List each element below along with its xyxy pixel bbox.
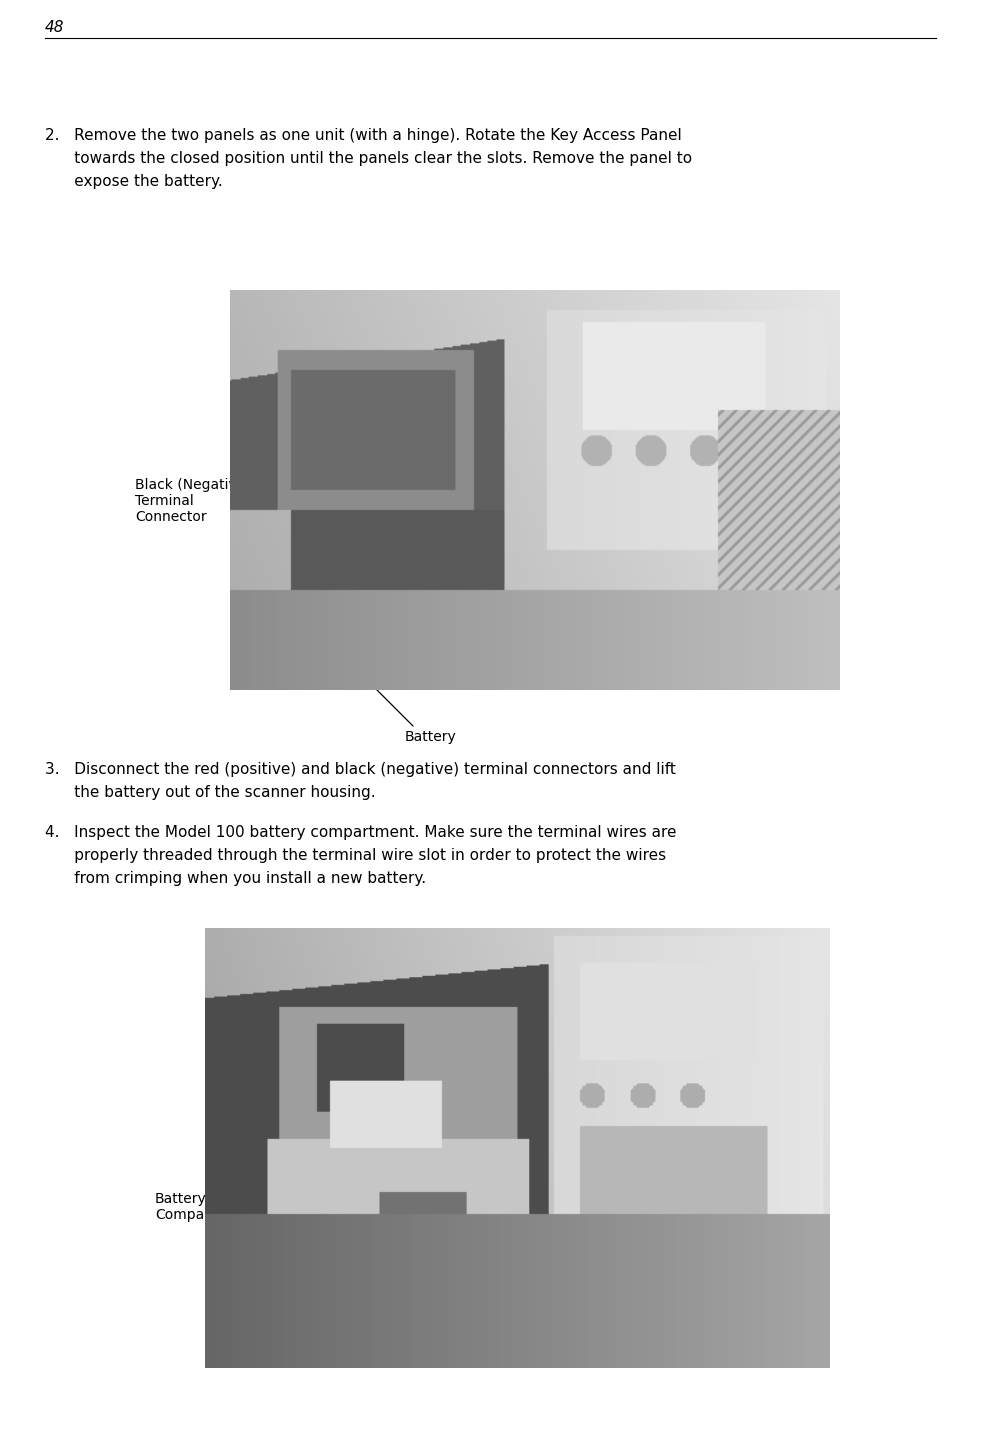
Text: Black (Negative)
Terminal
Connector: Black (Negative) Terminal Connector [135,478,250,524]
Text: properly threaded through the terminal wire slot in order to protect the wires: properly threaded through the terminal w… [45,848,666,862]
Text: 2.   Remove the two panels as one unit (with a hinge). Rotate the Key Access Pan: 2. Remove the two panels as one unit (wi… [45,128,682,142]
Text: Battery: Battery [404,730,456,743]
Text: from crimping when you install a new battery.: from crimping when you install a new bat… [45,871,426,886]
Text: the battery out of the scanner housing.: the battery out of the scanner housing. [45,786,376,800]
Text: Battery
Compartment: Battery Compartment [155,1192,252,1223]
Text: 4.   Inspect the Model 100 battery compartment. Make sure the terminal wires are: 4. Inspect the Model 100 battery compart… [45,825,677,841]
Text: Red (Positive)
Terminal
Connector: Red (Positive) Terminal Connector [265,302,360,348]
Text: expose the battery.: expose the battery. [45,174,223,189]
Text: 3.   Disconnect the red (positive) and black (negative) terminal connectors and : 3. Disconnect the red (positive) and bla… [45,762,676,777]
Text: Slot for Terminal
Wires: Slot for Terminal Wires [255,1285,369,1316]
Text: Terminal
Wires: Terminal Wires [215,955,274,986]
Text: 48: 48 [45,20,65,35]
Text: towards the closed position until the panels clear the slots. Remove the panel t: towards the closed position until the pa… [45,151,693,166]
